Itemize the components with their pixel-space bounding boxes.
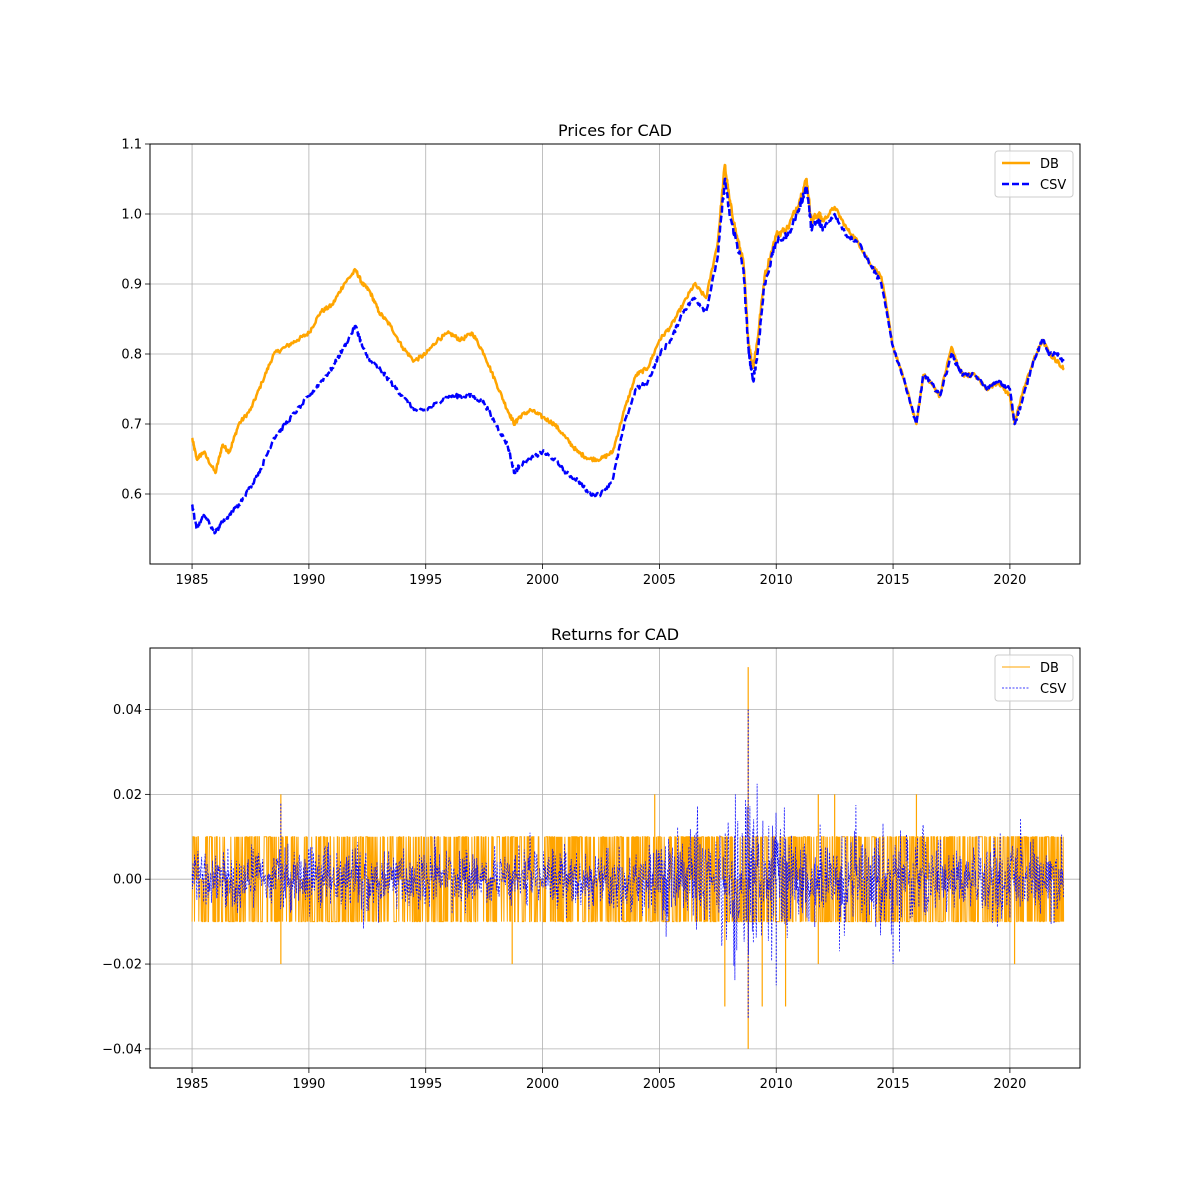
prices-plot-area [190, 163, 1065, 535]
returns-x-tick-label: 2005 [643, 1077, 676, 1092]
prices-series-db-line [190, 163, 1065, 475]
returns-ticks: 1985 1990 1995 2000 2005 2010 2015 2020 −0.04 −0.… [102, 703, 1026, 1092]
prices-y-tick-label: 0.7 [121, 418, 142, 433]
prices-legend-csv-label: CSV [1040, 178, 1066, 193]
returns-x-tick-label: 2020 [993, 1077, 1026, 1092]
returns-title: Returns for CAD [551, 625, 679, 644]
returns-axes-frame [149, 647, 1081, 1069]
returns-series-group [191, 667, 1065, 1049]
prices-legend: DB CSV [994, 150, 1074, 198]
returns-x-tick-label: 2000 [526, 1077, 559, 1092]
prices-series-group [190, 163, 1065, 535]
prices-x-tick-label: 1985 [176, 573, 209, 588]
returns-plot-area [191, 667, 1065, 1049]
prices-x-tick-label: 1995 [409, 573, 442, 588]
prices-axes: Prices for CAD 1985 1990 1995 2000 2005 2010 2… [121, 121, 1081, 589]
prices-y-tick-label: 1.1 [121, 138, 142, 153]
prices-legend-db-label: DB [1040, 157, 1059, 172]
returns-series-csv-line [191, 783, 1064, 981]
returns-legend-csv-label: CSV [1040, 682, 1066, 697]
returns-x-tick-label: 2010 [760, 1077, 793, 1092]
returns-y-tick-label: 0.02 [113, 788, 142, 803]
returns-y-tick-label: −0.04 [102, 1042, 142, 1057]
returns-x-tick-label: 1990 [292, 1077, 325, 1092]
prices-y-tick-label: 0.6 [121, 488, 142, 503]
returns-legend: DB CSV [994, 654, 1074, 702]
prices-grid [150, 143, 1080, 564]
returns-series-db-line [191, 836, 1065, 923]
returns-legend-db-label: DB [1040, 661, 1059, 676]
prices-x-tick-label: 2015 [877, 573, 910, 588]
prices-y-tick-label: 1.0 [121, 208, 142, 223]
prices-x-tick-label: 1990 [292, 573, 325, 588]
returns-x-tick-label: 2015 [877, 1077, 910, 1092]
prices-x-tick-label: 2010 [760, 573, 793, 588]
prices-title: Prices for CAD [558, 121, 672, 140]
returns-y-tick-label: 0.00 [113, 873, 142, 888]
prices-series-csv-line [190, 177, 1065, 535]
returns-y-tick-label: −0.02 [102, 958, 142, 973]
prices-y-tick-label: 0.9 [121, 278, 142, 293]
returns-x-tick-label: 1985 [176, 1077, 209, 1092]
returns-y-tick-label: 0.04 [113, 703, 142, 718]
prices-y-tick-label: 0.8 [121, 348, 142, 363]
prices-x-tick-label: 2000 [526, 573, 559, 588]
prices-ticks: 1985 1990 1995 2000 2005 2010 2015 2020 0.6 0.7 0.… [121, 138, 1026, 589]
returns-x-tick-label: 1995 [409, 1077, 442, 1092]
prices-x-tick-label: 2020 [993, 573, 1026, 588]
returns-axes: Returns for CAD 1985 1990 1995 2000 2005 2010… [102, 625, 1081, 1092]
prices-x-tick-label: 2005 [643, 573, 676, 588]
